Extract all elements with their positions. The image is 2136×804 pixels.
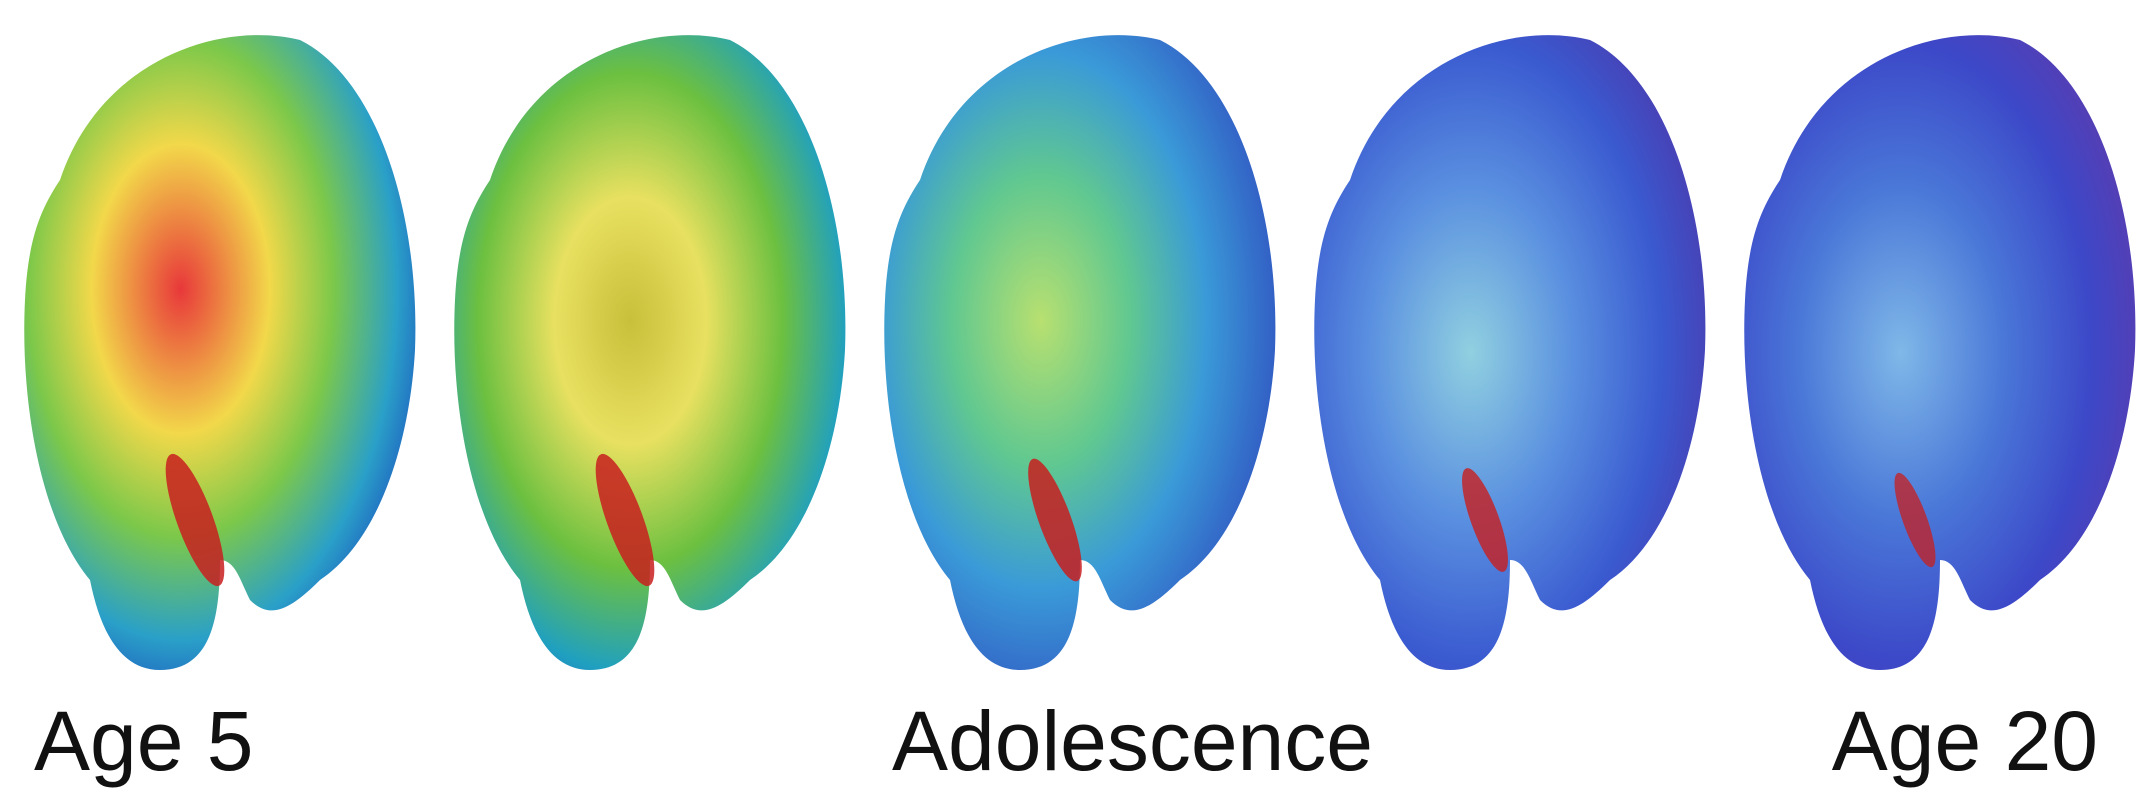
age-label: Age 20	[1832, 694, 2098, 788]
brain-map	[1314, 35, 1705, 670]
brain-map	[884, 35, 1275, 670]
age-label: Age 5	[34, 694, 254, 788]
age-label: Adolescence	[892, 694, 1373, 788]
figure: Age 5 Adolescence Age 20	[0, 0, 2136, 804]
page: Age 5 Adolescence Age 20 (() => { const …	[0, 0, 2136, 804]
brain-map	[24, 35, 415, 670]
brain-map	[1744, 35, 2135, 670]
brain-map	[454, 35, 845, 670]
